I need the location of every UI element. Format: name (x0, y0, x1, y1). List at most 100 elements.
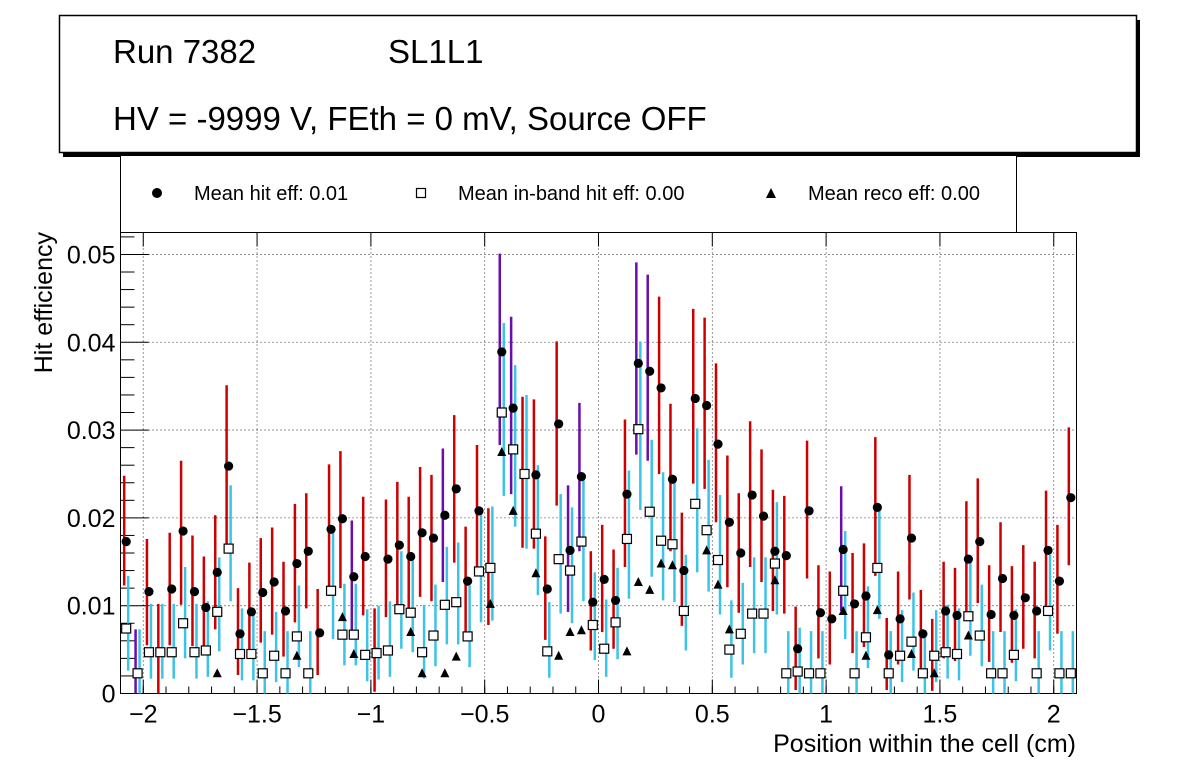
hit-point (770, 546, 780, 556)
x-tick-label: 1 (819, 701, 833, 729)
reco-point (667, 560, 677, 570)
inband-point (917, 668, 928, 679)
inband-point (291, 631, 303, 642)
reco-point (417, 668, 427, 678)
inband-point (257, 668, 268, 679)
inband-point (564, 565, 576, 576)
x-tick-label: −1 (357, 701, 386, 729)
inband-point (121, 623, 132, 634)
hit-point (383, 554, 393, 564)
header-box (58, 14, 1138, 154)
inband-point (838, 585, 849, 596)
legend-inband-label: Mean in-band hit eff: 0.00 (458, 183, 685, 205)
inband-point (371, 648, 382, 659)
inband-point (769, 558, 781, 569)
inband-point (405, 607, 416, 618)
inband-point (542, 646, 553, 657)
reco-point (633, 576, 643, 586)
reco-point (292, 650, 302, 660)
inband-point (951, 648, 963, 660)
inband-point (394, 604, 405, 615)
inband-point (587, 619, 598, 631)
legend-inband-marker (415, 187, 427, 199)
inband-point (177, 618, 189, 629)
inband-point (906, 636, 917, 647)
hit-point (440, 510, 450, 520)
inband-point (655, 535, 667, 546)
hit-point (1043, 545, 1053, 555)
hit-point (554, 419, 564, 429)
hit-point (235, 629, 245, 639)
hit-point (679, 565, 689, 576)
inband-point (1065, 668, 1076, 679)
inband-point (701, 525, 712, 536)
legend-box (120, 155, 1017, 234)
hit-point (178, 526, 188, 536)
hit-point (747, 490, 757, 500)
reco-point (576, 625, 586, 635)
hit-point (576, 472, 587, 482)
inband-point (416, 647, 428, 658)
inband-point (530, 528, 542, 539)
inband-point (803, 668, 815, 679)
run-number: Run 7382 (113, 33, 257, 70)
hit-point (918, 629, 928, 639)
inband-point (940, 647, 951, 658)
reco-point (702, 545, 712, 555)
reco-point (770, 575, 780, 585)
x-tick-label: 0.5 (695, 701, 730, 729)
inband-point (849, 668, 860, 679)
inband-point (166, 647, 177, 658)
reco-point (906, 648, 916, 658)
hit-point (1009, 610, 1019, 620)
inband-point (496, 407, 507, 418)
hit-point (986, 609, 996, 620)
hit-point (1032, 606, 1042, 616)
inband-point (485, 562, 496, 574)
reco-point (451, 651, 461, 661)
inband-point (189, 647, 200, 658)
reco-point (349, 648, 359, 658)
hit-point (1054, 576, 1065, 586)
y-tick-label: 0.04 (67, 329, 116, 357)
hit-point (394, 540, 404, 550)
hit-point (736, 548, 746, 558)
hit-point (952, 610, 962, 620)
hit-point (258, 587, 268, 598)
reco-point (622, 646, 632, 656)
reco-point (485, 598, 495, 608)
hit-point (758, 511, 769, 521)
hit-point (804, 506, 814, 516)
hit-point (610, 595, 621, 606)
reco-point (929, 668, 939, 678)
inband-point (519, 468, 530, 480)
hit-point (713, 439, 723, 449)
x-tick-label: 1.5 (923, 701, 958, 729)
inband-point (576, 536, 587, 547)
inband-point (860, 632, 872, 643)
hit-point (838, 544, 848, 555)
hit-point (906, 533, 917, 543)
inband-point (360, 649, 371, 660)
reco-point (565, 627, 575, 637)
hit-point (201, 602, 211, 613)
inband-point (269, 650, 280, 661)
layer-label: SL1L1 (388, 33, 484, 70)
hit-point (941, 606, 951, 616)
reco-point (508, 505, 518, 515)
inband-point (815, 668, 826, 679)
x-tick-label: 2 (1047, 701, 1061, 729)
inband-point (143, 647, 155, 658)
hit-point (121, 536, 131, 547)
grid (120, 232, 1077, 694)
hit-point (781, 551, 791, 561)
inband-point (872, 562, 883, 574)
hit-point (997, 573, 1008, 584)
tick-labels: −2 −1.5 −1 −0.5 0 0.5 1 1.5 2 0 0.01 0.02 0.03 0.04 0.… (67, 241, 1061, 728)
inband-point (325, 585, 337, 596)
hit-point (189, 587, 200, 597)
hit-point (815, 608, 826, 618)
legend-reco-marker (766, 188, 776, 198)
hit-point (872, 502, 882, 512)
reco-point (645, 584, 655, 594)
